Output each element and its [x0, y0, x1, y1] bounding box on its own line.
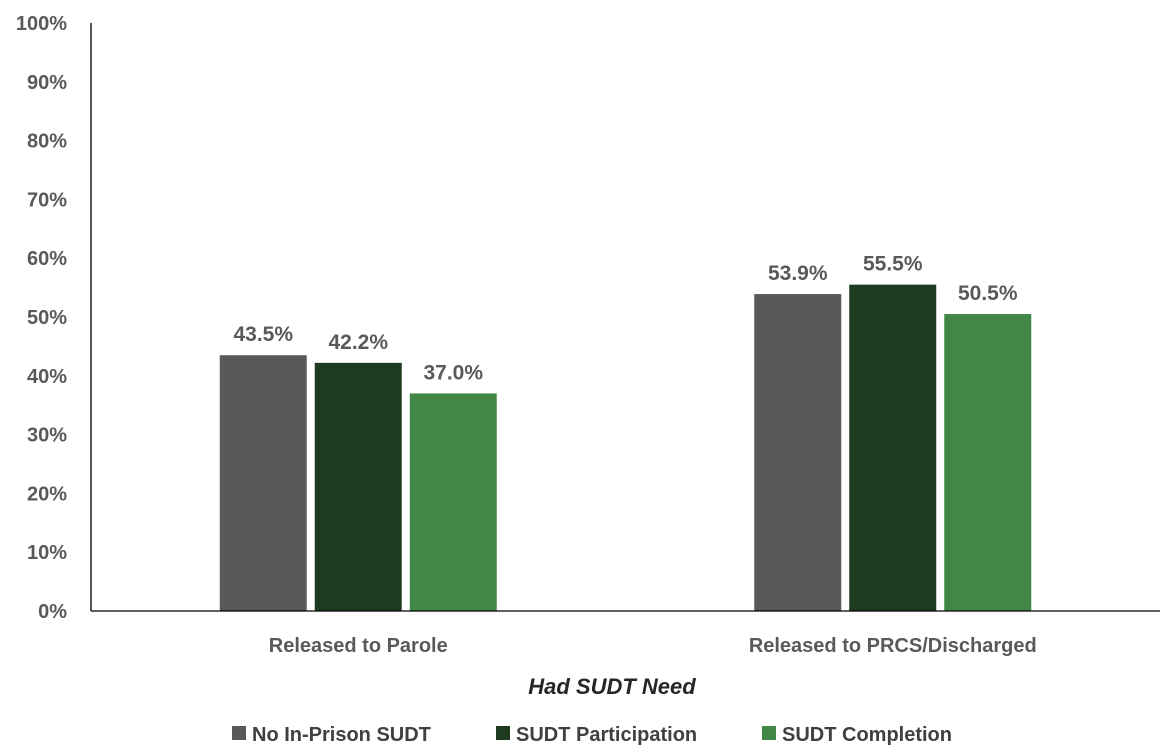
data-label: 42.2%	[328, 331, 388, 354]
y-tick-label: 0%	[38, 601, 67, 623]
bar	[944, 314, 1032, 611]
legend-item-label: No In-Prison SUDT	[252, 724, 431, 746]
bars: 43.5% 42.2% 37.0% 53.9% 55.5% 50.5%	[219, 253, 1032, 611]
data-label: 50.5%	[958, 282, 1018, 305]
legend-swatch	[232, 726, 246, 740]
x-axis: Released to Parole Released to PRCS/Disch…	[91, 610, 1160, 657]
y-tick-label: 10%	[27, 542, 67, 564]
bar	[314, 362, 402, 611]
data-label: 37.0%	[423, 361, 483, 384]
x-axis-title: Had SUDT Need	[528, 674, 696, 699]
bar	[754, 294, 842, 611]
y-tick-label: 50%	[27, 307, 67, 329]
y-tick-label: 60%	[27, 248, 67, 270]
y-tick-label: 40%	[27, 366, 67, 388]
y-tick-label: 80%	[27, 131, 67, 153]
legend-item-label: SUDT Participation	[516, 724, 697, 746]
y-tick-label: 100%	[16, 13, 67, 35]
legend: No In-Prison SUDT SUDT Participation SUDT …	[232, 724, 952, 746]
y-tick-label: 70%	[27, 189, 67, 211]
y-tick-label: 90%	[27, 72, 67, 94]
data-label: 55.5%	[863, 253, 923, 276]
bar	[849, 284, 937, 611]
legend-item-label: SUDT Completion	[782, 724, 952, 746]
y-tick-label: 30%	[27, 425, 67, 447]
y-axis: 0% 10% 20% 30% 40% 50% 60% 70% 80% 90% 100%	[16, 13, 92, 623]
x-category-label: Released to Parole	[269, 635, 448, 657]
data-label: 53.9%	[768, 262, 828, 285]
bar	[219, 355, 307, 611]
bar	[409, 393, 497, 611]
data-label: 43.5%	[233, 323, 293, 346]
legend-swatch	[496, 726, 510, 740]
x-category-label: Released to PRCS/Discharged	[749, 635, 1037, 657]
y-tick-label: 20%	[27, 483, 67, 505]
legend-swatch	[762, 726, 776, 740]
